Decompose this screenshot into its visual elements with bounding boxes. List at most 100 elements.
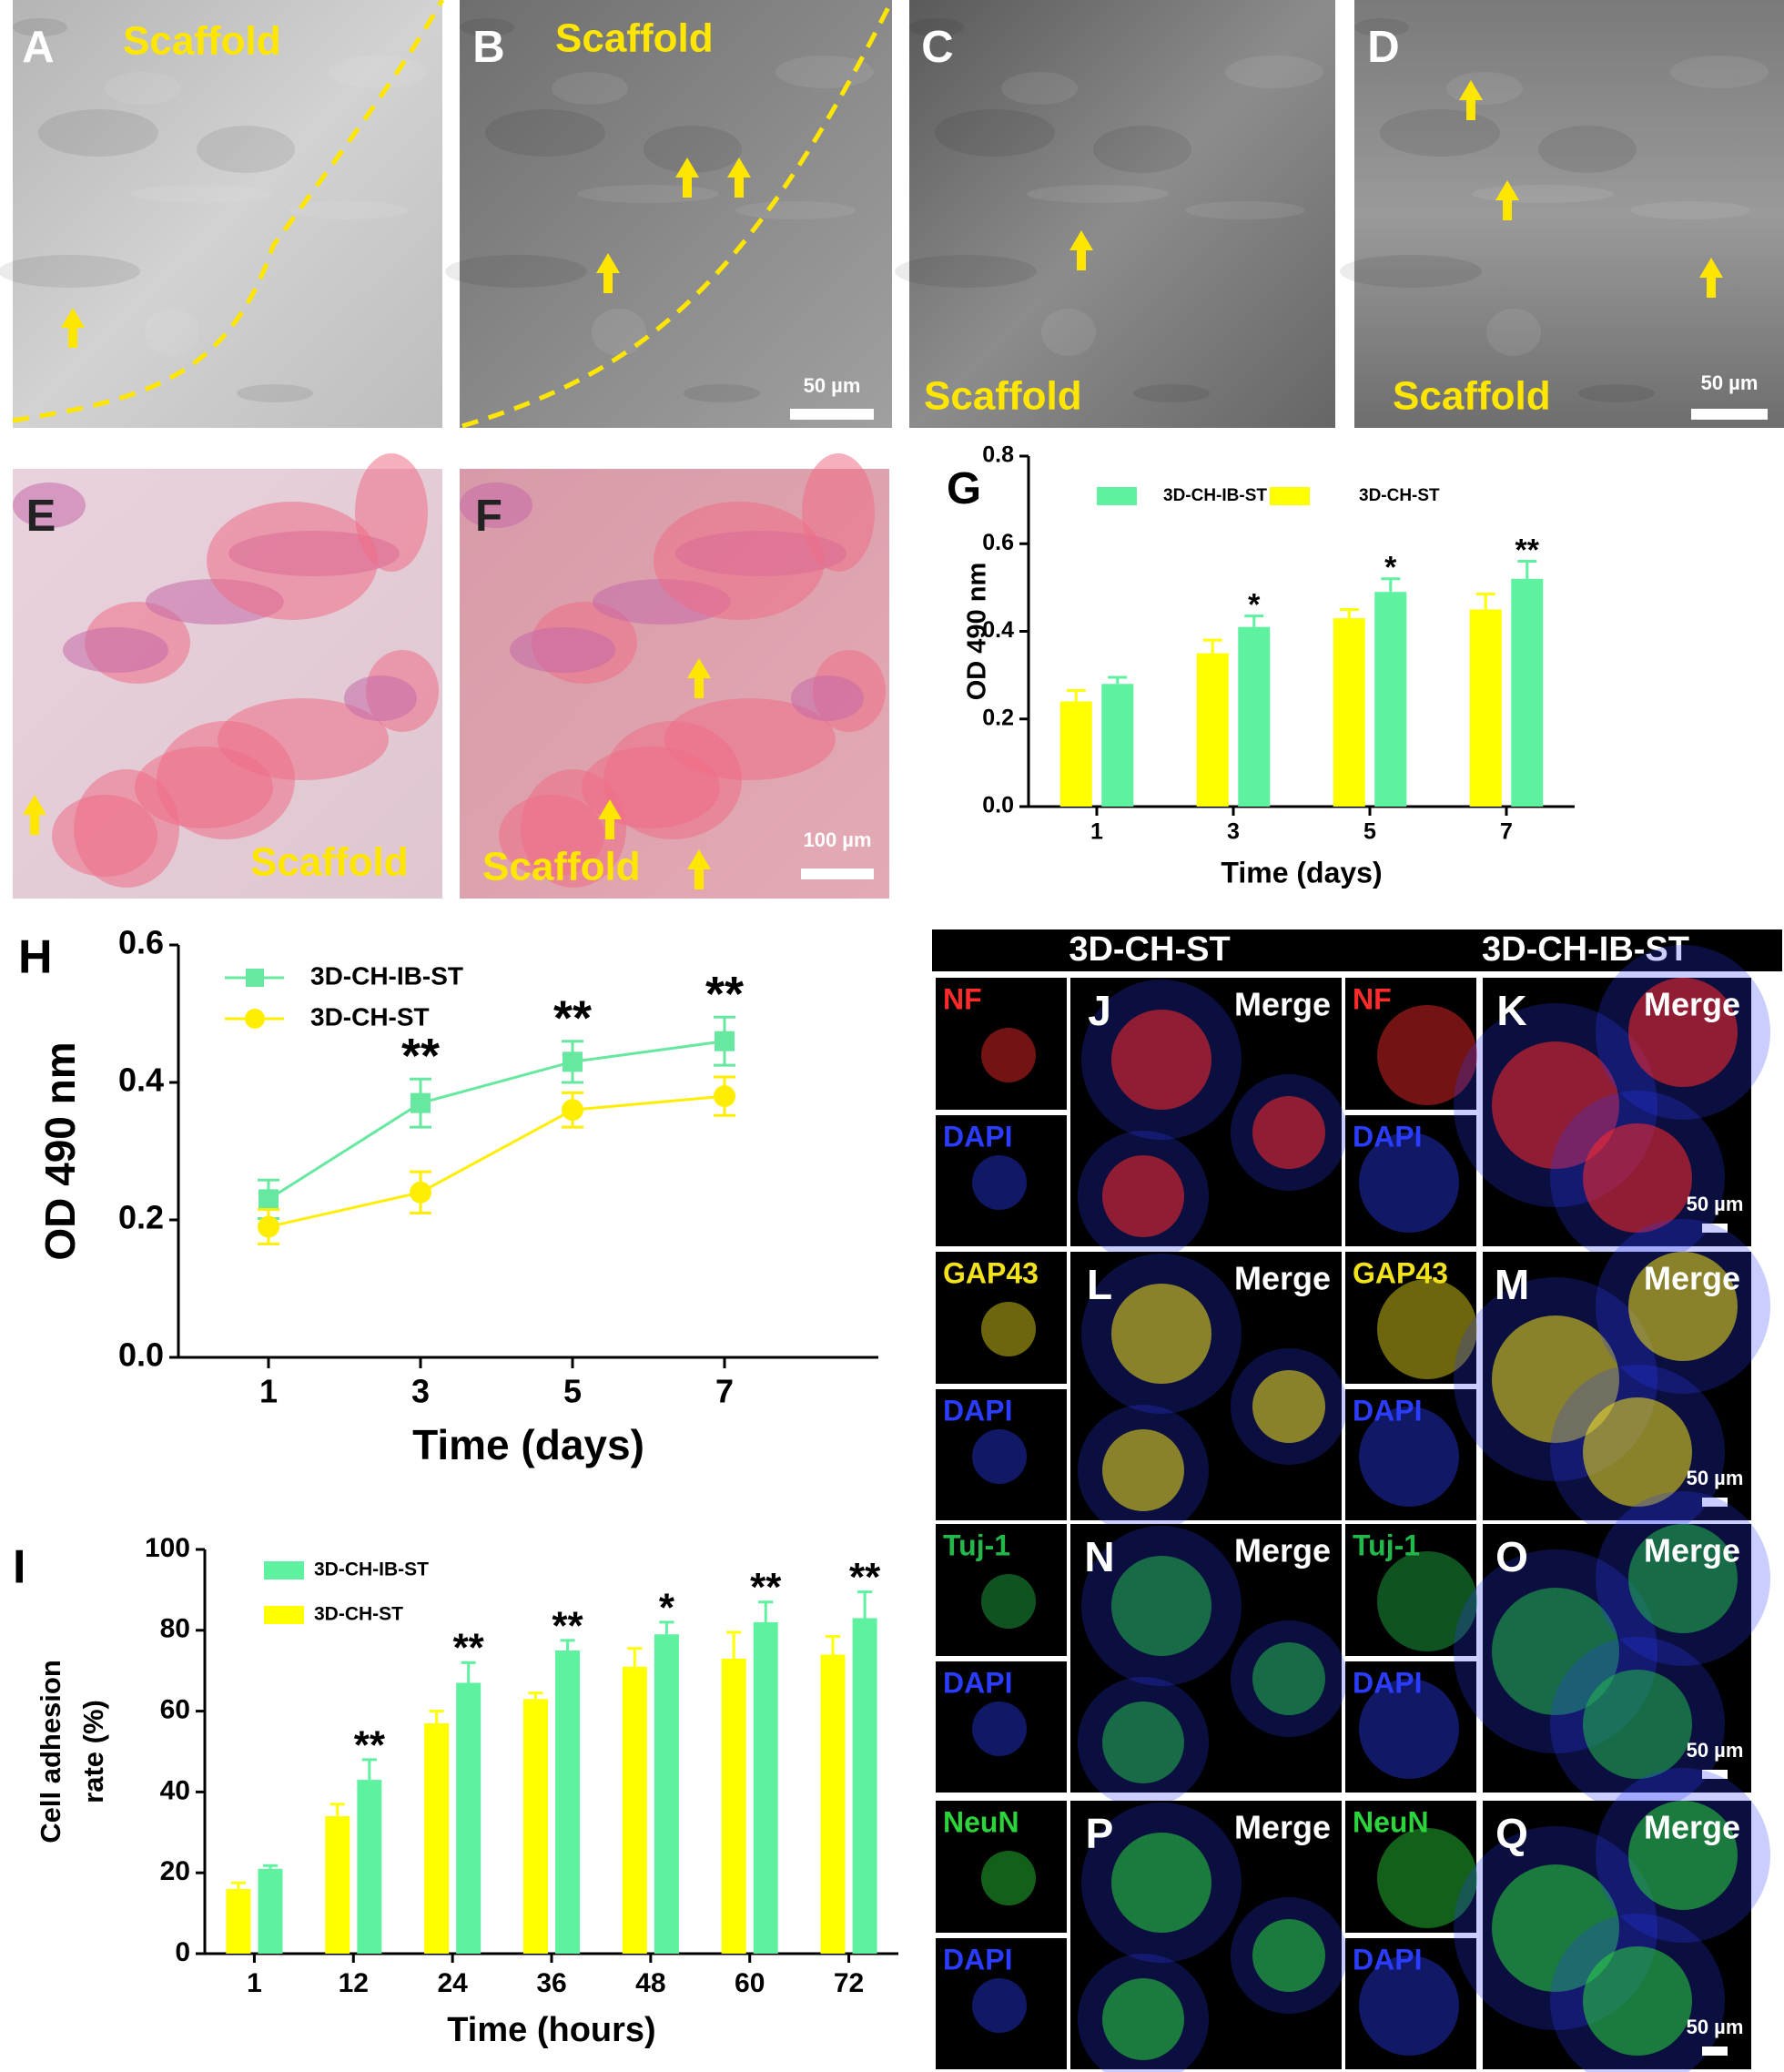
y-tick-label: 100: [145, 1533, 190, 1563]
y-tick-label: 0.8: [982, 442, 1014, 468]
scale-bar-label: 50 µm: [1687, 1739, 1744, 1762]
error-bar: [562, 1040, 583, 1084]
legend-label: 3D-CH-IB-ST: [1163, 486, 1267, 505]
data-point: [562, 1099, 583, 1122]
marker-image: [936, 1252, 1067, 1384]
micrograph: [460, 0, 892, 428]
micrograph: [13, 0, 442, 428]
caption: Scaffold: [924, 374, 1082, 419]
marker-label: GAP43: [943, 1256, 1039, 1289]
panel-label: B: [472, 23, 504, 72]
stain: [1628, 1252, 1738, 1361]
counterstain-label: DAPI: [1353, 1394, 1422, 1427]
texture: [460, 18, 514, 36]
legend-swatch: [264, 1606, 304, 1624]
panel-label: P: [1086, 1810, 1114, 1857]
panel-label: K: [1496, 987, 1526, 1034]
arrow: [727, 157, 751, 198]
bar: [820, 1654, 846, 1954]
error-bar: [429, 1710, 444, 1723]
texture: [1225, 56, 1323, 88]
texture: [1472, 185, 1614, 203]
scaffold-border: [461, 0, 895, 429]
y-tick-label: 0.4: [118, 1061, 164, 1099]
stain: [1359, 1407, 1459, 1507]
error-bar: [825, 1634, 841, 1655]
tissue: [510, 627, 615, 673]
bar: [721, 1658, 746, 1954]
arrow: [596, 253, 620, 293]
texture: [1578, 384, 1655, 402]
bar: [1511, 578, 1544, 807]
texture: [577, 185, 719, 203]
significance: **: [1515, 533, 1540, 567]
marker-label: NF: [943, 982, 982, 1015]
scale-bar-label: 100 µm: [803, 828, 871, 851]
texture: [237, 384, 313, 402]
data-point: [258, 1189, 279, 1210]
scale-bar: [1702, 2047, 1728, 2056]
caption: Scaffold: [1393, 374, 1551, 419]
arrow: [598, 799, 622, 839]
panel-label: Q: [1495, 1810, 1528, 1857]
arrow: [1495, 180, 1519, 220]
scale-bar-label: 50 µm: [1687, 1467, 1744, 1489]
counterstain-label: DAPI: [943, 1666, 1012, 1699]
x-tick-label: 7: [1500, 819, 1513, 845]
y-tick-label: 40: [160, 1775, 190, 1805]
bar: [654, 1634, 679, 1954]
legend-marker: [245, 1009, 265, 1029]
panel-label: E: [26, 492, 56, 541]
panel-label: J: [1088, 987, 1111, 1034]
x-tick-label: 1: [247, 1968, 262, 1998]
error-bar: [230, 1881, 246, 1889]
counterstain-label: DAPI: [943, 1943, 1012, 1976]
marker-image: [936, 978, 1067, 1110]
error-bar: [1202, 638, 1222, 654]
stain: [1583, 1397, 1692, 1507]
x-tick-label: 1: [259, 1373, 278, 1410]
marker-image: [1345, 1524, 1476, 1656]
bar: [226, 1888, 251, 1954]
stain: [972, 1701, 1027, 1756]
data-point: [714, 1085, 735, 1108]
texture: [105, 72, 181, 105]
texture: [1486, 309, 1541, 356]
error-bar: [714, 1015, 735, 1067]
bar: [1101, 684, 1134, 807]
scale-bar: [1691, 409, 1768, 420]
merge-label: Merge: [1644, 1532, 1740, 1569]
merge-label: Merge: [1234, 1809, 1331, 1846]
counterstain-image: [1345, 1938, 1476, 2069]
counterstain-label: DAPI: [1353, 1943, 1422, 1976]
significance: **: [750, 1565, 782, 1610]
bar: [325, 1816, 350, 1954]
marker-label: GAP43: [1353, 1256, 1448, 1289]
stain: [1111, 1010, 1211, 1110]
legend-label: 3D-CH-ST: [314, 1604, 403, 1625]
stain: [972, 1155, 1027, 1210]
stain: [981, 1028, 1036, 1082]
data-point: [715, 1031, 735, 1051]
tissue: [218, 698, 389, 780]
texture: [38, 109, 158, 157]
marker-label: NeuN: [1353, 1805, 1429, 1838]
stain: [1252, 1096, 1325, 1169]
texture: [684, 384, 760, 402]
series-line: [268, 1094, 725, 1229]
texture: [592, 309, 646, 356]
legend-label: 3D-CH-IB-ST: [314, 1559, 429, 1580]
data-point: [411, 1092, 431, 1113]
error-bar: [1066, 688, 1086, 702]
bar: [1196, 653, 1229, 807]
x-axis-title: Time (days): [1221, 856, 1382, 889]
scale-bar: [1702, 1770, 1728, 1779]
bar: [424, 1722, 450, 1954]
marker-label: NF: [1353, 982, 1392, 1015]
counterstain-image: [1345, 1389, 1476, 1520]
tissue: [664, 698, 836, 780]
bar: [258, 1868, 283, 1954]
stain: [1111, 1284, 1211, 1384]
y-tick-label: 20: [160, 1856, 190, 1886]
x-tick-label: 7: [715, 1373, 734, 1410]
